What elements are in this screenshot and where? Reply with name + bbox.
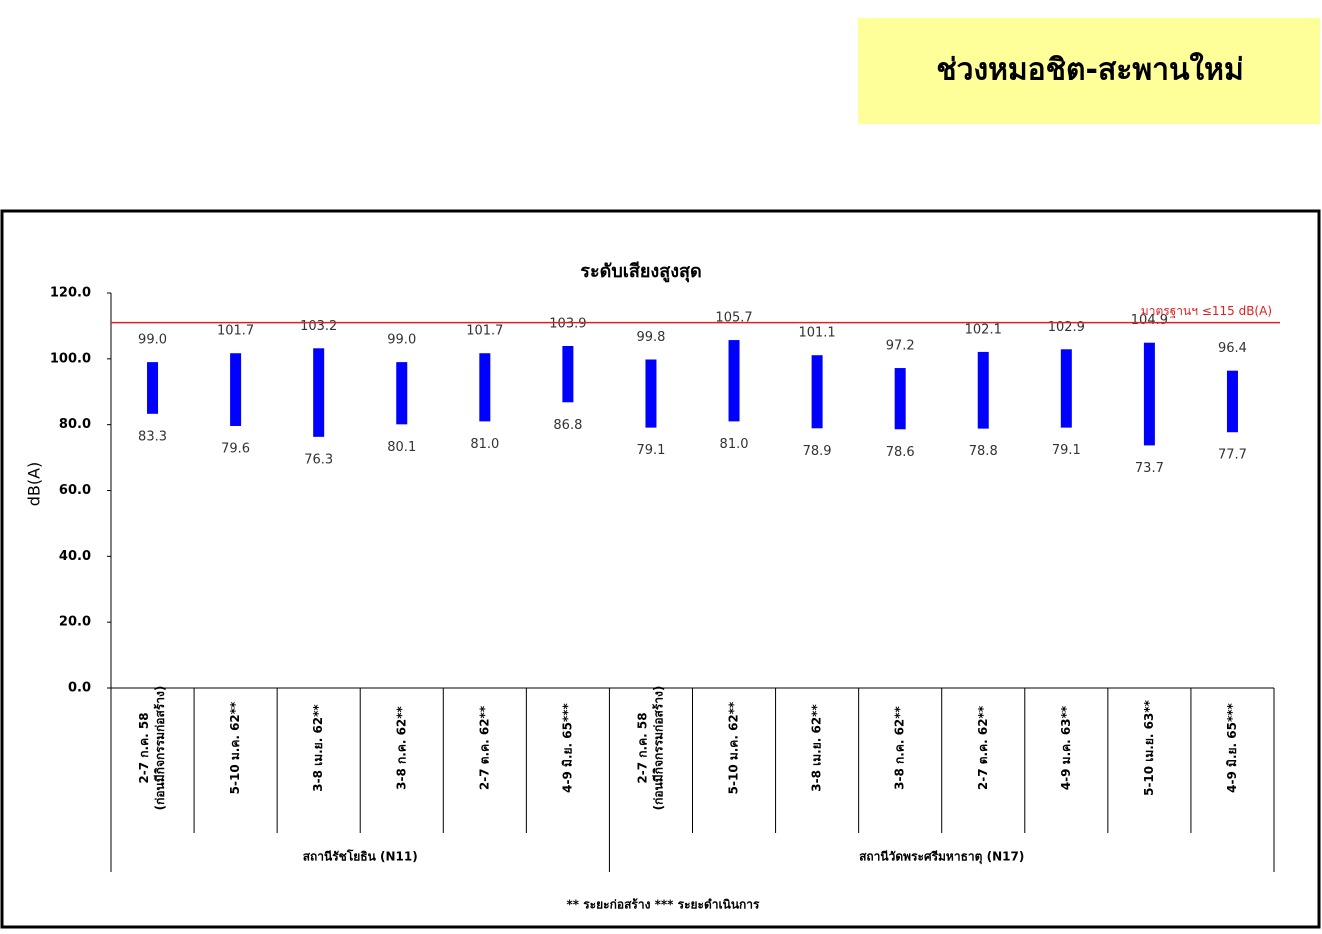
value-label: 83.3: [138, 429, 167, 444]
x-tick-label: (ก่อนมีกิจกรรมก่อสร้าง): [651, 686, 665, 811]
x-tick-label: 2-7 ก.ค. 58: [137, 712, 151, 783]
value-label: 80.1: [387, 440, 416, 455]
value-label: 79.1: [636, 443, 665, 458]
x-tick-label: 5-10 เม.ย. 63**: [1142, 699, 1156, 796]
value-label: 76.3: [304, 452, 333, 467]
bar: [562, 345, 574, 403]
header-title: ช่วงหมอชิต-สะพานใหม่: [936, 52, 1243, 88]
group-label: สถานีวัดพระศรีมหาธาตุ (N17): [859, 850, 1024, 865]
value-label: 102.9: [1048, 320, 1085, 335]
value-label: 78.9: [803, 444, 832, 459]
value-label: 81.0: [720, 437, 749, 452]
bar: [230, 353, 242, 426]
value-label: 79.1: [1052, 443, 1081, 458]
y-axis-label: dB(A): [25, 462, 44, 507]
x-tick-label: 3-8 ก.ค. 62**: [394, 705, 408, 789]
standard-label: มาตรฐานฯ ≤115 dB(A): [1141, 304, 1272, 318]
x-tick-label: 4-9 มิ.ย. 65***: [1225, 702, 1239, 792]
value-label: 73.7: [1135, 461, 1164, 476]
x-tick-label: 3-8 เม.ย. 62**: [311, 704, 325, 792]
bar: [396, 362, 408, 425]
y-tick-label: 0.0: [68, 681, 91, 696]
x-tick-label: 3-8 เม.ย. 62**: [810, 704, 824, 792]
value-label: 99.0: [138, 333, 167, 348]
header-box: [858, 18, 1320, 124]
value-label: 81.0: [470, 437, 499, 452]
value-label: 101.1: [798, 326, 835, 341]
value-label: 101.7: [466, 324, 503, 339]
x-tick-label: 2-7 ต.ค. 62**: [477, 705, 491, 790]
bar: [1143, 342, 1155, 446]
y-tick-label: 100.0: [50, 351, 91, 366]
y-tick-label: 20.0: [59, 615, 91, 630]
x-tick-label: 3-8 ก.ค. 62**: [893, 705, 907, 789]
value-label: 79.6: [221, 441, 250, 456]
value-label: 77.7: [1218, 448, 1247, 463]
value-label: 102.1: [965, 322, 1002, 337]
value-label: 99.8: [636, 330, 665, 345]
value-label: 86.8: [553, 418, 582, 433]
value-label: 97.2: [886, 339, 915, 354]
x-tick-label: 4-9 ม.ค. 63**: [1059, 705, 1073, 790]
y-tick-label: 120.0: [50, 286, 91, 301]
x-tick-label: 2-7 ก.ค. 58: [635, 712, 649, 783]
bar: [147, 362, 159, 414]
bar: [313, 348, 325, 437]
value-label: 101.7: [217, 324, 254, 339]
bar: [645, 359, 657, 428]
bar: [1060, 349, 1072, 428]
bar: [479, 353, 491, 422]
x-tick-label: 5-10 ม.ค. 62**: [228, 701, 242, 794]
chart-frame: [0, 209, 1321, 929]
value-label: 96.4: [1218, 341, 1247, 356]
x-tick-label: (ก่อนมีกิจกรรมก่อสร้าง): [153, 686, 167, 811]
footnote: ** ระยะก่อสร้าง *** ระยะดำเนินการ: [567, 898, 761, 912]
y-tick-label: 40.0: [59, 549, 91, 564]
value-label: 78.8: [969, 444, 998, 459]
value-label: 78.6: [886, 445, 915, 460]
chart-title: ระดับเสียงสูงสุด: [580, 261, 701, 283]
value-label: 103.9: [549, 316, 586, 331]
group-label: สถานีรัชโยธิน (N11): [303, 849, 418, 864]
value-label: 105.7: [715, 311, 752, 326]
value-label: 104.9: [1131, 313, 1168, 328]
bar: [894, 368, 906, 430]
y-tick-label: 60.0: [59, 483, 91, 498]
x-tick-label: 2-7 ต.ค. 62**: [976, 705, 990, 790]
x-tick-label: 4-9 มิ.ย. 65***: [560, 702, 574, 792]
bar: [728, 340, 740, 422]
bar: [1226, 370, 1238, 433]
x-tick-label: 5-10 ม.ค. 62**: [727, 701, 741, 794]
bar: [977, 351, 989, 429]
value-label: 103.2: [300, 319, 337, 334]
value-label: 99.0: [387, 333, 416, 348]
bar: [811, 355, 823, 429]
y-tick-label: 80.0: [59, 417, 91, 432]
